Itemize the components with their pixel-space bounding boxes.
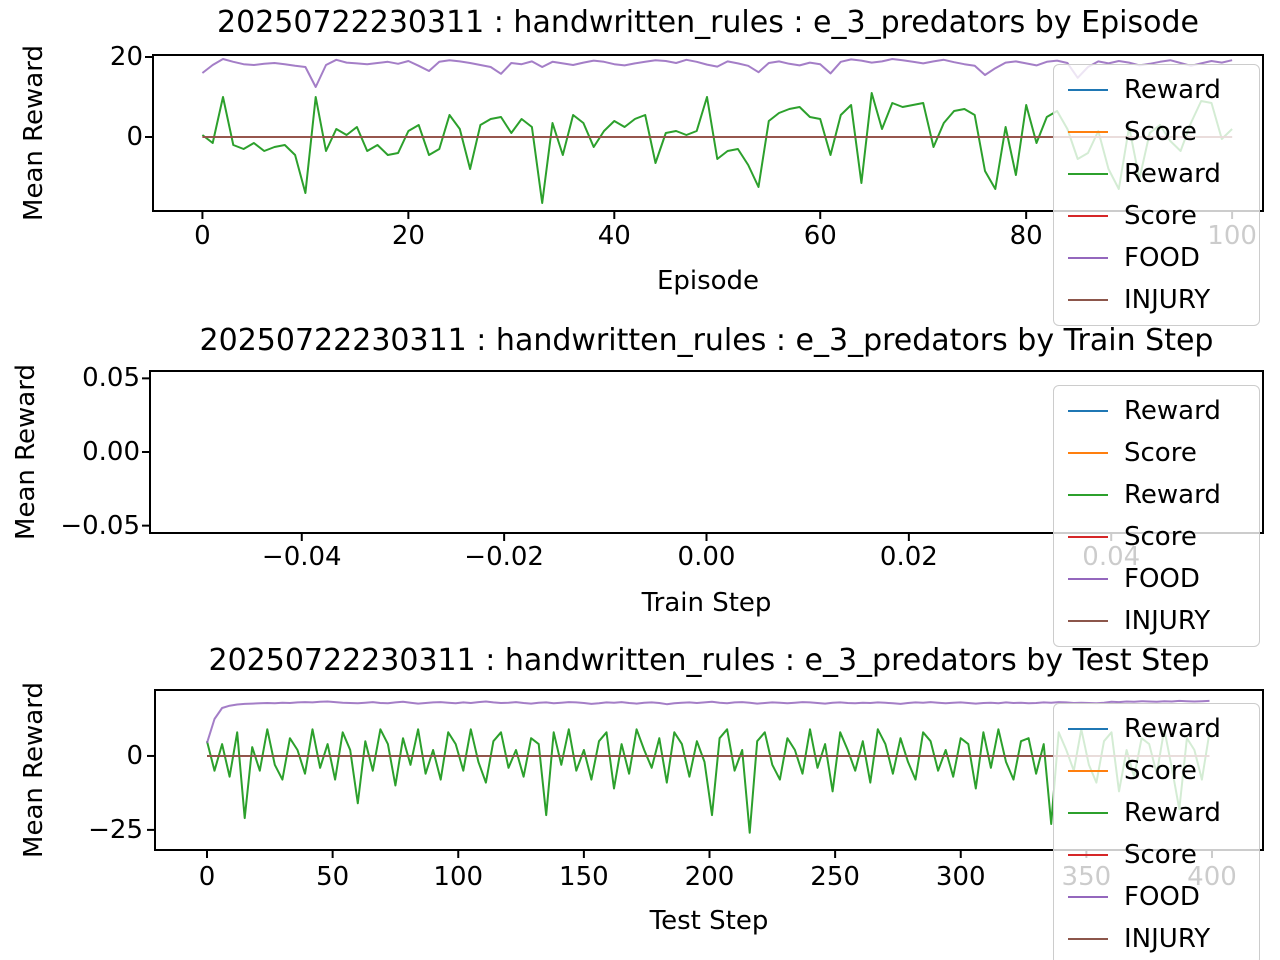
- x-tick-label: 0.00: [677, 542, 736, 572]
- chart3-ylabel: Mean Reward: [19, 682, 49, 858]
- x-tick-label: 100: [433, 862, 484, 892]
- chart3-title: 20250722230311 : handwritten_rules : e_3…: [208, 643, 1210, 678]
- legend-entry-label: Score: [1124, 840, 1197, 870]
- x-tick-label: −0.02: [464, 542, 544, 572]
- legend-line-icon: [1068, 854, 1108, 856]
- legend-entry-label: Reward: [1124, 159, 1221, 189]
- legend-entry-label: Score: [1124, 117, 1197, 147]
- legend-entry: Reward: [1054, 69, 1259, 111]
- legend-line-icon: [1068, 728, 1108, 730]
- x-tick-label: 150: [559, 862, 609, 892]
- series-reward: [206, 728, 1211, 834]
- x-tick-label: 250: [810, 862, 860, 892]
- legend-entry-label: Score: [1124, 201, 1197, 231]
- legend-line-icon: [1068, 770, 1108, 772]
- legend-line-icon: [1068, 173, 1108, 175]
- legend-line-icon: [1068, 299, 1108, 301]
- legend-entry-label: Score: [1124, 522, 1197, 552]
- legend-entry: Reward: [1054, 708, 1259, 750]
- series-food: [206, 699, 1210, 744]
- x-tick-label: 200: [684, 862, 735, 892]
- legend-entry-label: INJURY: [1124, 924, 1211, 954]
- legend-entry: INJURY: [1054, 279, 1259, 321]
- legend-entry-label: Reward: [1124, 75, 1221, 105]
- legend-entry-label: Reward: [1124, 798, 1221, 828]
- legend-entry: Score: [1054, 516, 1259, 558]
- legend-entry-label: INJURY: [1124, 285, 1211, 315]
- x-tick-label: 0.02: [879, 542, 938, 572]
- legend-entry: Score: [1054, 834, 1259, 876]
- legend-entry: Reward: [1054, 390, 1259, 432]
- legend-entry: INJURY: [1054, 918, 1259, 960]
- legend-entry: FOOD: [1054, 876, 1259, 918]
- legend-entry: Score: [1054, 432, 1259, 474]
- legend-entry-label: FOOD: [1124, 882, 1200, 912]
- legend-box: Reward Score Reward Score FOOD INJURY: [1053, 703, 1260, 960]
- x-tick-label: 50: [316, 862, 350, 892]
- legend-entry-label: Reward: [1124, 396, 1221, 426]
- legend-entry: Reward: [1054, 474, 1259, 516]
- legend-line-icon: [1068, 131, 1108, 133]
- legend-entry-label: Score: [1124, 756, 1197, 786]
- legend-entry-label: Reward: [1124, 480, 1221, 510]
- x-tick-label: 40: [597, 221, 631, 251]
- legend-entry-label: INJURY: [1124, 606, 1211, 636]
- chart1-ylabel: Mean Reward: [19, 45, 49, 221]
- legend-box: Reward Score Reward Score FOOD INJURY: [1053, 385, 1260, 647]
- legend-box: Reward Score Reward Score FOOD INJURY: [1053, 64, 1260, 326]
- x-tick-label: 0: [198, 862, 216, 892]
- x-tick-label: 0: [194, 221, 211, 251]
- chart2-ylabel: Mean Reward: [11, 364, 41, 540]
- legend-line-icon: [1068, 257, 1108, 259]
- legend-entry-label: FOOD: [1124, 564, 1200, 594]
- y-tick-label: 20: [109, 42, 143, 72]
- x-tick-label: 60: [803, 221, 837, 251]
- y-tick-label: −25: [88, 814, 143, 845]
- legend-line-icon: [1068, 89, 1108, 91]
- legend-line-icon: [1068, 896, 1108, 898]
- series-food: [201, 58, 1233, 88]
- legend-line-icon: [1068, 620, 1108, 622]
- legend-entry-label: FOOD: [1124, 243, 1200, 273]
- legend-line-icon: [1068, 578, 1108, 580]
- legend-entry-label: Score: [1124, 438, 1197, 468]
- legend-line-icon: [1068, 494, 1108, 496]
- legend-entry: Score: [1054, 750, 1259, 792]
- legend-entry: Score: [1054, 111, 1259, 153]
- x-tick-label: 300: [935, 862, 986, 892]
- legend-entry: Score: [1054, 195, 1259, 237]
- chart1-xlabel: Episode: [656, 266, 760, 296]
- legend-line-icon: [1068, 812, 1108, 814]
- legend-entry: INJURY: [1054, 600, 1259, 642]
- y-tick-label: 0.05: [82, 363, 140, 394]
- legend-line-icon: [1068, 410, 1108, 412]
- legend-line-icon: [1068, 215, 1108, 217]
- y-tick-label: 0: [126, 122, 143, 152]
- x-tick-label: −0.04: [261, 542, 342, 572]
- chart2-title: 20250722230311 : handwritten_rules : e_3…: [199, 323, 1214, 358]
- y-tick-label: −0.05: [60, 510, 140, 541]
- legend-entry: FOOD: [1054, 558, 1259, 600]
- chart1-title: 20250722230311 : handwritten_rules : e_3…: [217, 5, 1199, 40]
- legend-line-icon: [1068, 536, 1108, 538]
- legend-line-icon: [1068, 452, 1108, 454]
- legend-entry-label: Reward: [1124, 714, 1221, 744]
- legend-entry: FOOD: [1054, 237, 1259, 279]
- axes-frame: [152, 54, 1264, 212]
- legend-line-icon: [1068, 938, 1108, 940]
- y-tick-label: 0.00: [82, 437, 140, 467]
- chart3-xlabel: Test Step: [649, 906, 769, 936]
- legend-entry: Reward: [1054, 792, 1259, 834]
- x-tick-label: 20: [391, 221, 425, 251]
- legend-entry: Reward: [1054, 153, 1259, 195]
- x-tick-label: 80: [1009, 221, 1043, 251]
- y-tick-label: 0: [126, 740, 143, 771]
- chart2-xlabel: Train Step: [641, 588, 772, 618]
